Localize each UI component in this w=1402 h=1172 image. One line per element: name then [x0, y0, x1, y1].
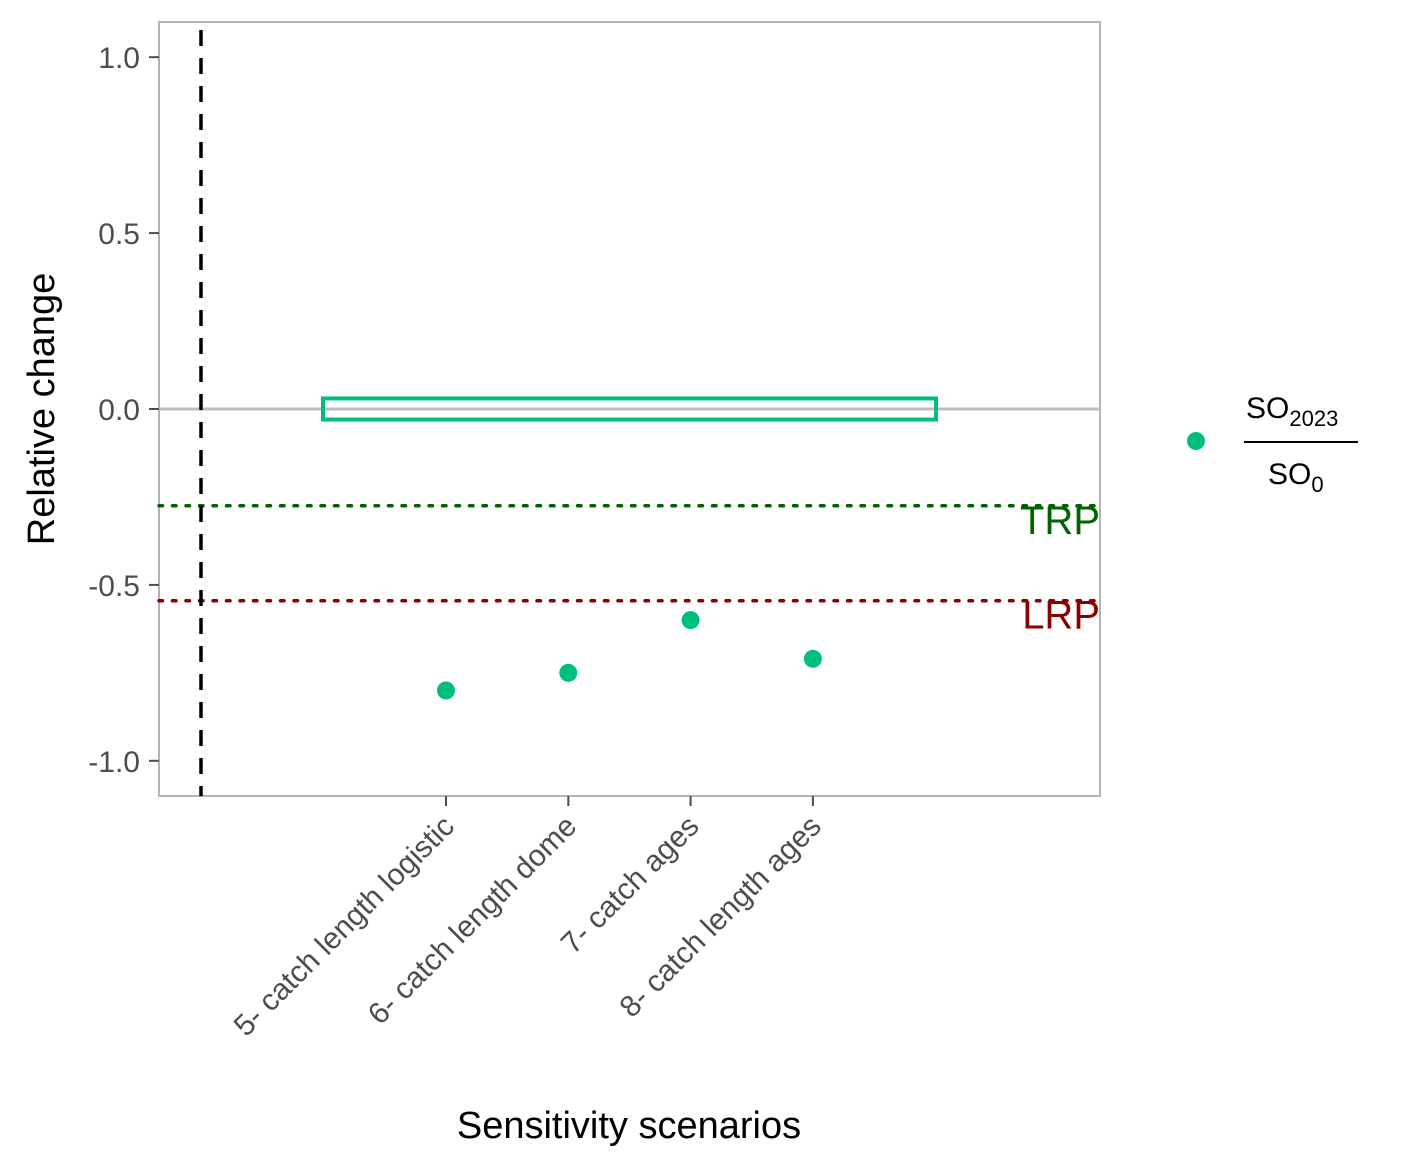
y-tick-label: 1.0	[98, 42, 140, 75]
x-tick-label: 8- catch length ages	[613, 810, 827, 1024]
x-tick-label: 6- catch length dome	[362, 810, 583, 1031]
y-axis: 1.0 0.5 0.0 -0.5 -1.0	[88, 42, 159, 779]
data-points	[437, 611, 822, 700]
reference-label-lrp: LRP	[1022, 594, 1100, 638]
data-point	[559, 663, 578, 682]
legend-marker	[1187, 432, 1205, 450]
legend-denominator-base: SO	[1268, 458, 1311, 491]
y-axis-title: Relative change	[21, 273, 63, 546]
legend: SO2023 SO0	[1187, 392, 1358, 497]
y-tick-label: 0.0	[98, 394, 140, 427]
x-axis-title: Sensitivity scenarios	[457, 1105, 801, 1147]
reference-lines: TRP LRP	[157, 499, 1102, 638]
highlight-box	[321, 396, 938, 422]
y-tick-label: 0.5	[98, 218, 140, 251]
legend-denominator: SO0	[1268, 458, 1324, 497]
data-point	[681, 611, 700, 630]
legend-denominator-subscript: 0	[1311, 472, 1323, 497]
y-tick-label: -0.5	[88, 570, 140, 603]
legend-numerator-subscript: 2023	[1289, 406, 1338, 431]
x-tick-label: 5- catch length logistic	[228, 810, 461, 1043]
legend-numerator: SO2023	[1246, 392, 1338, 431]
data-point	[437, 681, 455, 700]
data-point	[803, 649, 822, 668]
y-tick-label: -1.0	[88, 746, 140, 779]
legend-numerator-base: SO	[1246, 392, 1289, 425]
reference-label-trp: TRP	[1020, 499, 1100, 543]
